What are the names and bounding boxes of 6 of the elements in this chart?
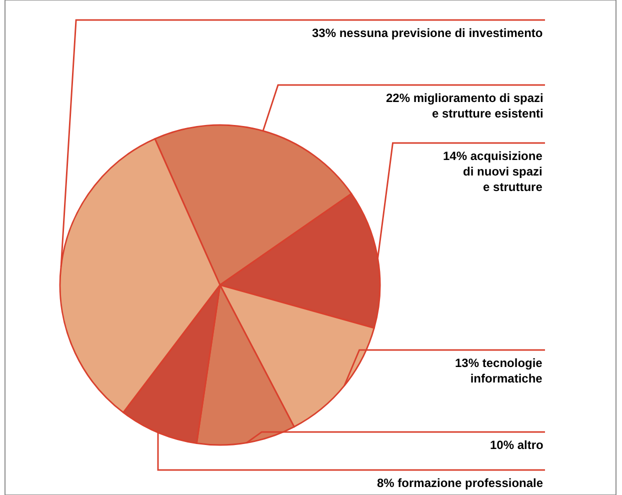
slice-label: 8% formazione professionale [377,476,544,490]
slice-label: 33% nessuna previsione di investimento [312,26,543,40]
slice-label: 10% altro [490,438,544,452]
slice-label: 14% acquisizione di nuovi spazi e strutture [443,149,543,194]
slice-label: 22% miglioramento di spazi e strutture esistenti [386,91,544,121]
slice-label: 13% tecnologie informatiche [455,356,543,386]
